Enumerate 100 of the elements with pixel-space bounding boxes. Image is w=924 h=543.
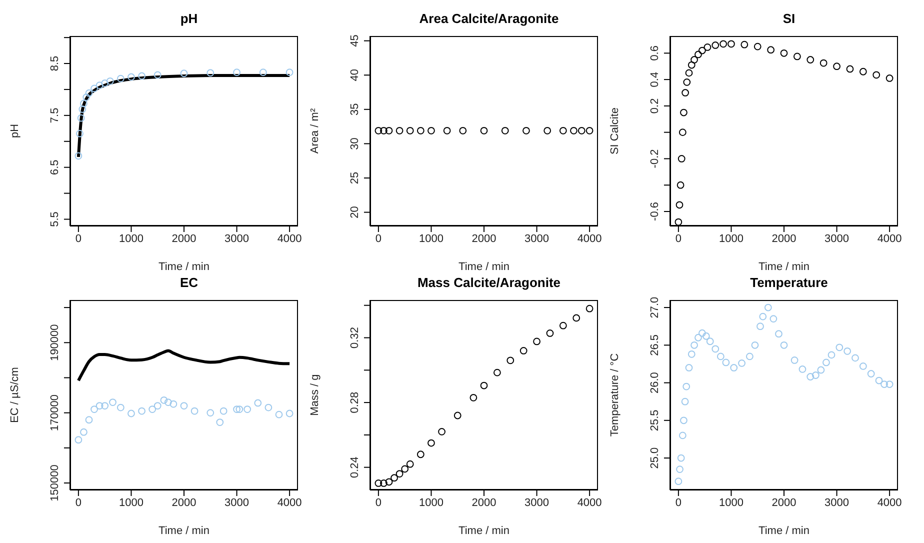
chart-title: Mass Calcite/Aragonite (416, 274, 562, 292)
point (754, 42, 762, 50)
point (780, 49, 788, 57)
point (76, 130, 84, 138)
chart-title: EC (178, 274, 200, 292)
point (586, 304, 594, 312)
point (859, 362, 867, 370)
point (676, 201, 684, 209)
y-tick-label: 25.0 (649, 447, 661, 469)
point (216, 418, 224, 426)
x-tick-label: 2000 (172, 232, 196, 245)
point (406, 460, 414, 468)
point (233, 406, 240, 413)
point (380, 479, 388, 487)
x-tick-label: 3000 (824, 496, 850, 509)
point (674, 218, 682, 226)
x-tick-label: 4000 (277, 496, 302, 509)
point (96, 82, 104, 90)
point (872, 71, 880, 79)
y-axis-title: pH (8, 124, 21, 138)
point (154, 71, 162, 79)
point (704, 44, 712, 51)
y-tick-label: 0.28 (349, 392, 361, 414)
y-tick-label: 170000 (49, 394, 61, 432)
point (275, 410, 283, 418)
point (160, 396, 168, 404)
x-tick-label: 1000 (118, 232, 144, 245)
point (886, 380, 894, 388)
x-tick-label: 4000 (877, 232, 902, 245)
y-tick-label: -0.2 (649, 149, 661, 168)
point (254, 399, 262, 407)
point (875, 376, 883, 384)
point (438, 428, 446, 436)
point (775, 330, 782, 338)
x-tick-label: 2000 (772, 232, 796, 245)
point (80, 100, 88, 108)
point (690, 56, 698, 64)
point (880, 380, 888, 388)
x-tick-label: 0 (75, 232, 82, 245)
x-tick-label: 0 (75, 496, 82, 509)
point (738, 360, 746, 367)
y-axis-title: SI Calcite (608, 107, 621, 155)
x-tick-label: 3000 (224, 232, 250, 245)
point (180, 402, 188, 410)
point (677, 454, 685, 462)
point (706, 338, 714, 346)
x-tick-label: 0 (375, 496, 382, 509)
y-tick-label: 30 (349, 138, 361, 150)
point (374, 479, 382, 487)
point (154, 402, 162, 410)
y-tick-label: -0.6 (649, 202, 661, 221)
point (101, 402, 109, 410)
x-axis-title: Time / min (458, 261, 510, 273)
point (712, 42, 720, 49)
x-tick-label: 4000 (577, 232, 602, 245)
point (676, 466, 684, 474)
y-tick-label: 25 (349, 172, 361, 184)
point (764, 304, 772, 312)
point (685, 69, 693, 77)
point (694, 50, 702, 58)
x-tick-label: 1000 (418, 232, 444, 245)
point (678, 155, 686, 162)
point (844, 347, 852, 355)
point (546, 330, 554, 337)
x-tick-label: 2000 (472, 496, 496, 509)
y-tick-label: 5.5 (49, 212, 61, 227)
y-axis-title: EC / µS/cm (8, 367, 21, 423)
point (756, 322, 764, 330)
point (770, 315, 778, 323)
point (244, 406, 252, 413)
point (428, 439, 435, 447)
point (694, 334, 702, 342)
point (138, 407, 146, 415)
y-tick-label: 26.5 (649, 334, 661, 356)
point (720, 40, 728, 48)
x-tick-label: 0 (675, 232, 682, 245)
point (85, 89, 93, 97)
point (746, 352, 754, 360)
y-axis-title: Temperature / °C (608, 353, 621, 437)
y-tick-label: 40 (349, 68, 361, 82)
point (702, 332, 710, 340)
x-tick-label: 3000 (524, 232, 550, 245)
point (812, 372, 820, 379)
point (454, 412, 462, 420)
point (859, 68, 867, 76)
x-tick-label: 1000 (418, 496, 444, 509)
point (85, 416, 93, 424)
y-tick-label: 26.0 (649, 372, 661, 394)
point (74, 436, 82, 444)
point (480, 382, 488, 390)
point (678, 128, 686, 136)
point (680, 416, 688, 424)
point (77, 114, 85, 122)
point (220, 407, 228, 415)
x-axis-title: Time / min (758, 261, 810, 273)
y-tick-label: 0.4 (649, 72, 661, 88)
y-axis-title: Mass / g (308, 374, 321, 416)
y-tick-label: 0.32 (349, 327, 361, 348)
point (678, 432, 686, 440)
chart-title: pH (179, 10, 199, 28)
